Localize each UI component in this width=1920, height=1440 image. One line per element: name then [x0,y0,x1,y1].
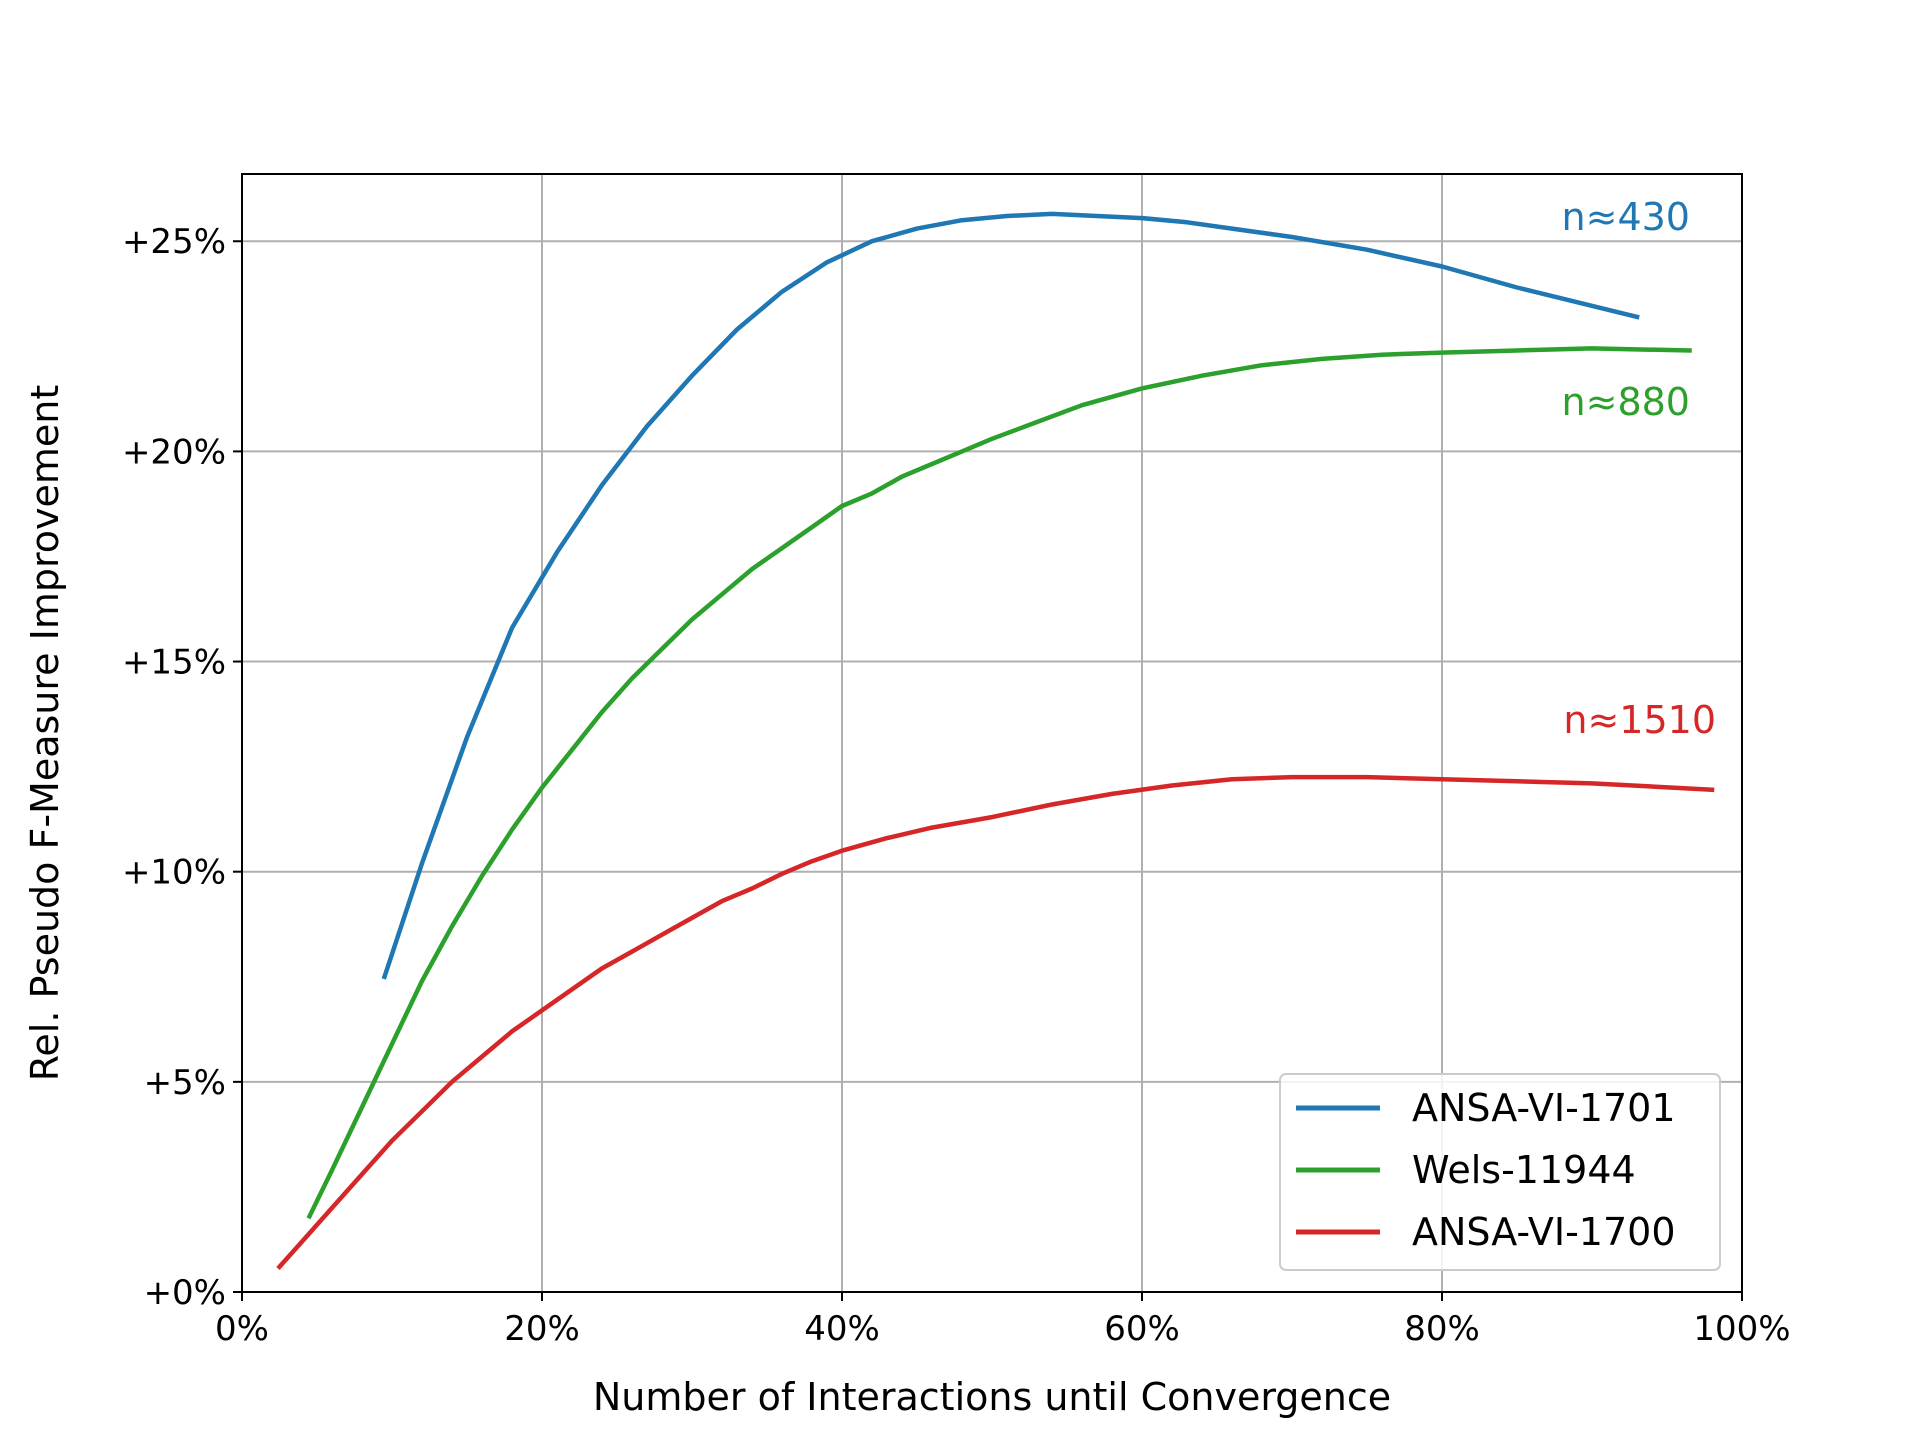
series-annotation: n≈880 [1562,380,1690,424]
y-tick-label: +5% [144,1063,226,1103]
legend-label: ANSA-VI-1700 [1412,1210,1676,1254]
x-tick-label: 40% [804,1309,880,1349]
legend-label: ANSA-VI-1701 [1412,1086,1676,1130]
x-tick-label: 60% [1104,1309,1180,1349]
axis-ticks: 0% 20% 40% 60% 80% 100% +0% +5% +10% +15% +20% +25% [122,222,1791,1349]
legend: ANSA-VI-1701 Wels-11944 ANSA-VI-1700 [1279,1073,1721,1271]
series-line-wels-11944 [306,346,1692,1220]
series-annotation: n≈430 [1562,195,1690,239]
legend-box [1279,1073,1721,1271]
series-line-ansa-vi-1701 [381,211,1640,980]
series-annotations: n≈430 n≈880 n≈1510 [1562,195,1716,742]
y-axis-label: Rel. Pseudo F-Measure Improvement [23,385,67,1082]
x-axis-label: Number of Interactions until Convergence [593,1375,1391,1419]
x-tick-label: 0% [215,1309,269,1349]
y-tick-label: +15% [122,643,226,683]
legend-items: ANSA-VI-1701 Wels-11944 ANSA-VI-1700 [1296,1086,1676,1254]
y-tick-label: +0% [144,1273,226,1313]
x-tick-label: 20% [504,1309,580,1349]
series-line-ansa-vi-1700 [276,774,1715,1270]
legend-label: Wels-11944 [1412,1148,1636,1192]
y-tick-label: +20% [122,432,226,472]
x-tick-label: 80% [1404,1309,1480,1349]
series-lines [276,211,1715,1270]
series-annotation: n≈1510 [1563,698,1716,742]
x-tick-label: 100% [1693,1309,1790,1349]
y-tick-label: +25% [122,222,226,262]
y-tick-label: +10% [122,853,226,893]
plot-frame [241,173,1743,1293]
